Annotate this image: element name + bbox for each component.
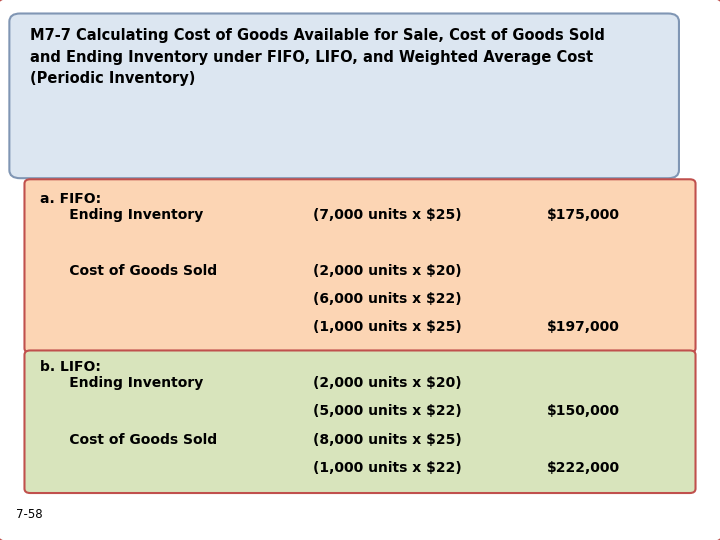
- Text: M7-7 Calculating Cost of Goods Available for Sale, Cost of Goods Sold
and Ending: M7-7 Calculating Cost of Goods Available…: [30, 28, 605, 86]
- Text: (8,000 units x $25): (8,000 units x $25): [313, 433, 462, 447]
- Text: Ending Inventory: Ending Inventory: [40, 208, 203, 222]
- Text: (7,000 units x $25): (7,000 units x $25): [313, 208, 462, 222]
- Text: (6,000 units x $22): (6,000 units x $22): [313, 292, 462, 306]
- Text: 7-58: 7-58: [16, 508, 42, 521]
- Text: b. LIFO:: b. LIFO:: [40, 360, 101, 374]
- Text: Cost of Goods Sold: Cost of Goods Sold: [40, 433, 217, 447]
- FancyBboxPatch shape: [9, 14, 679, 178]
- Text: (2,000 units x $20): (2,000 units x $20): [313, 376, 462, 390]
- FancyBboxPatch shape: [24, 350, 696, 493]
- Text: Ending Inventory: Ending Inventory: [40, 376, 203, 390]
- Text: $175,000: $175,000: [547, 208, 620, 222]
- Text: a. FIFO:: a. FIFO:: [40, 192, 101, 206]
- Text: (1,000 units x $25): (1,000 units x $25): [313, 320, 462, 334]
- Text: (5,000 units x $22): (5,000 units x $22): [313, 404, 462, 418]
- Text: $222,000: $222,000: [547, 461, 621, 475]
- Text: $197,000: $197,000: [547, 320, 620, 334]
- FancyBboxPatch shape: [24, 179, 696, 353]
- Text: $150,000: $150,000: [547, 404, 620, 418]
- Text: (2,000 units x $20): (2,000 units x $20): [313, 264, 462, 278]
- Text: (1,000 units x $22): (1,000 units x $22): [313, 461, 462, 475]
- Text: Cost of Goods Sold: Cost of Goods Sold: [40, 264, 217, 278]
